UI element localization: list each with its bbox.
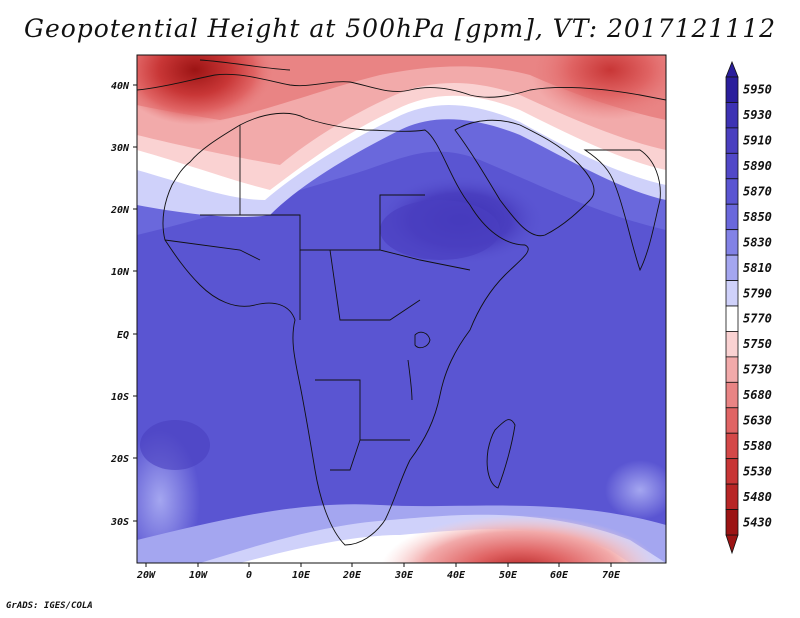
lon-label: 70E [602, 570, 621, 581]
colorbar-box [725, 432, 739, 460]
colorbar-box [725, 102, 739, 129]
colorbar-box [725, 356, 739, 383]
lon-label: 20W [136, 570, 156, 581]
colorbar-top-arrow [725, 60, 739, 78]
colorbar-label: 5430 [743, 515, 772, 529]
colorbar-box [725, 305, 739, 332]
colorbar-box [725, 483, 739, 510]
colorbar-box [725, 127, 739, 154]
colorbar-label: 5530 [743, 464, 772, 478]
colorbar-box [725, 152, 739, 180]
lat-label: 20N [110, 205, 130, 216]
lon-label: 40E [447, 570, 466, 581]
lat-label: 40N [111, 81, 130, 92]
colorbar-label: 5870 [743, 185, 772, 199]
colorbar-label: 5630 [743, 414, 772, 428]
colorbar-label: 5910 [743, 134, 772, 148]
lat-label: 30S [110, 517, 129, 528]
coastlines [137, 59, 666, 546]
colorbar-box [725, 407, 739, 434]
colorbar-box [725, 178, 739, 205]
colorbar-label: 5950 [743, 83, 772, 97]
lat-label: 10N [111, 267, 130, 278]
colorbar-label: 5770 [743, 312, 772, 326]
latitude-axis: 40N 30N 20N 10N EQ 10S 20S 30S [110, 81, 137, 528]
colorbar-box [725, 76, 739, 103]
plot-frame [136, 54, 667, 564]
colorbar-label: 5810 [743, 261, 772, 275]
height-field [137, 55, 666, 563]
lat-label: EQ [117, 330, 129, 341]
colorbar-label: 5480 [743, 490, 772, 504]
lon-label: 10E [292, 570, 311, 581]
colorbar-label: 5750 [743, 337, 772, 351]
lat-label: 10S [111, 392, 129, 403]
colorbar-box [725, 331, 739, 358]
colorbar-label: 5930 [743, 108, 772, 122]
lon-label: 0 [246, 570, 252, 581]
colorbar-label: 5790 [743, 286, 772, 300]
colorbar-box [725, 381, 739, 409]
colorbar-box [725, 280, 739, 307]
lon-label: 30E [394, 570, 414, 581]
colorbar-box [725, 229, 739, 256]
lon-label: 60E [550, 570, 569, 581]
lon-label: 20E [342, 570, 362, 581]
colorbar-label: 5830 [743, 235, 772, 249]
colorbar-box [725, 458, 739, 485]
lat-label: 30N [110, 143, 130, 154]
colorbar-label: 5850 [743, 210, 772, 224]
colorbar-label: 5580 [743, 439, 772, 453]
colorbar-label: 5680 [743, 388, 772, 402]
grads-credit: GrADS: IGES/COLA [6, 601, 93, 611]
colorbar-box [725, 254, 739, 281]
colorbar-label: 5730 [743, 363, 772, 377]
colorbar: 5950 5930 5910 5890 5870 5850 5830 5810 5790 5770… [725, 60, 772, 555]
map-title: Geopotential Height at 500hPa [gpm], VT:… [23, 14, 777, 43]
longitude-axis: 20W 10W 0 10E 20E 30E 40E 50E 60E 70E [136, 563, 621, 581]
lat-label: 20S [110, 454, 129, 465]
colorbar-box [725, 509, 739, 536]
colorbar-label: 5890 [743, 159, 772, 173]
colorbar-bottom-arrow [725, 534, 739, 555]
lon-label: 50E [499, 570, 518, 581]
lon-label: 10W [189, 570, 208, 581]
colorbar-box [725, 203, 739, 231]
